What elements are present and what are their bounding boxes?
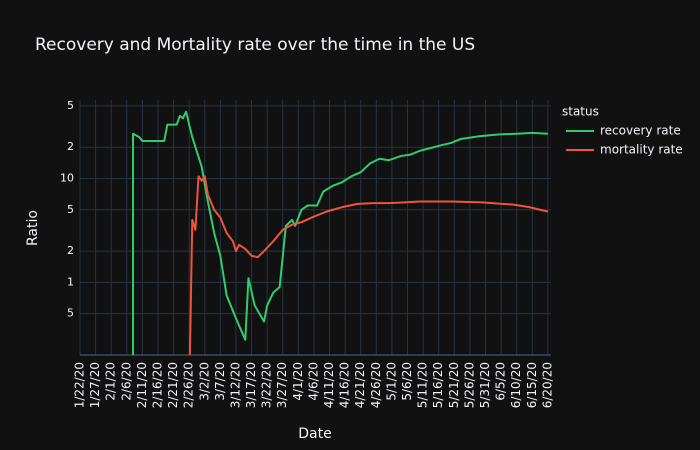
x-tick-label: 2/16/20 [150,362,164,408]
x-tick-label: 2/26/20 [182,362,196,408]
y-axis-label: Ratio [25,210,41,246]
x-tick-label: 5/6/20 [400,362,414,401]
x-tick-label: 1/22/20 [73,362,87,408]
x-tick-label: 1/27/20 [88,362,102,408]
x-tick-label: 2/21/20 [166,362,180,408]
y-tick-label: 5 [67,203,74,216]
y-tick-label: 5 [67,99,74,112]
x-tick-label: 6/15/20 [525,362,539,408]
x-tick-label: 3/7/20 [213,362,227,401]
legend-label: recovery rate [600,124,681,138]
x-tick-label: 2/11/20 [135,362,149,408]
x-tick-label: 5/26/20 [462,362,476,408]
x-tick-label: 4/1/20 [291,362,305,401]
x-tick-label: 4/16/20 [338,362,352,408]
x-tick-label: 4/11/20 [322,362,336,408]
x-tick-label: 2/1/20 [104,362,118,401]
x-tick-label: 3/27/20 [275,362,289,408]
x-tick-label: 6/5/20 [494,362,508,401]
x-tick-label: 5/31/20 [478,362,492,408]
x-tick-label: 5/1/20 [384,362,398,401]
x-tick-label: 5/16/20 [431,362,445,408]
x-tick-label: 4/6/20 [306,362,320,401]
x-tick-label: 6/20/20 [540,362,554,408]
x-tick-label: 4/26/20 [369,362,383,408]
chart-title: Recovery and Mortality rate over the tim… [35,35,475,55]
legend-label: mortality rate [600,143,683,157]
x-axis-label: Date [298,426,331,442]
data-line [132,110,548,355]
x-tick-label: 3/22/20 [260,362,274,408]
y-tick-label: 5 [67,307,74,320]
y-tick-label: 2 [67,244,74,257]
x-tick-label: 3/12/20 [228,362,242,408]
x-tick-label: 5/11/20 [416,362,430,408]
x-tick-label: 4/21/20 [353,362,367,408]
x-tick-label: 3/2/20 [197,362,211,401]
y-tick-label: 10 [60,172,74,185]
y-tick-label: 1 [67,275,74,288]
x-tick-label: 5/21/20 [447,362,461,408]
x-tick-label: 3/17/20 [244,362,258,408]
x-tick-label: 6/10/20 [509,362,523,408]
x-tick-label: 2/6/20 [119,362,133,401]
y-tick-label: 2 [67,140,74,153]
legend-title: status [562,105,599,119]
data-line [188,175,549,355]
